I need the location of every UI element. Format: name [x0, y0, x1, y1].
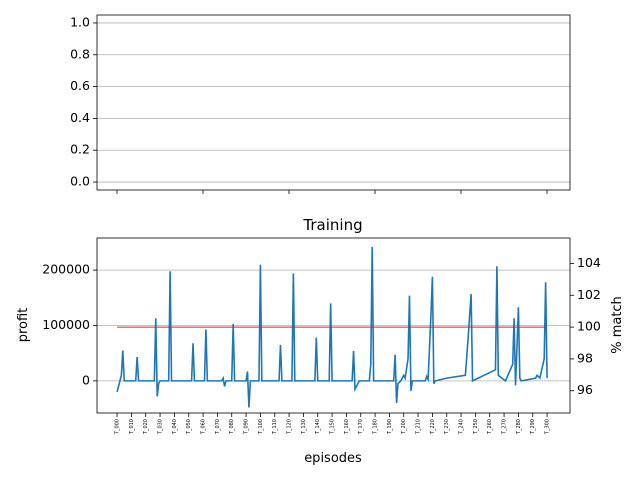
y-tick-label: 0.6 [70, 78, 90, 93]
y-tick-label: 0.2 [70, 142, 90, 157]
x-axis-label: episodes [304, 451, 362, 466]
x-tick-label: T_140 [315, 419, 321, 435]
y-tick-label: 1.0 [70, 14, 90, 29]
axes-frame [96, 14, 571, 191]
x-tick-label: T_070 [215, 419, 221, 435]
y2-tick-label: 98 [577, 350, 593, 365]
x-tick-label: T_120 [287, 419, 293, 435]
x-tick-label: T_260 [487, 419, 493, 435]
x-tick-label: T_280 [516, 419, 522, 435]
x-tick-label: T_080 [229, 419, 235, 435]
x-tick-label: T_270 [502, 419, 508, 435]
x-tick-label: T_090 [244, 419, 250, 435]
x-tick-label: T_240 [459, 419, 465, 435]
y-tick-label: 0.0 [70, 174, 90, 189]
y-axis-label: profit [16, 308, 31, 343]
x-tick-label: T_180 [373, 419, 379, 435]
x-tick-label: T_230 [444, 419, 450, 435]
chart-title: Training [302, 216, 362, 234]
x-tick-label: T_020 [143, 419, 149, 435]
x-tick-label: T_290 [530, 419, 536, 435]
y-tick-label: 200000 [42, 262, 90, 277]
x-tick-label: T_190 [387, 419, 393, 435]
x-tick-label: T_060 [201, 419, 207, 435]
x-tick-label: T_200 [401, 419, 407, 435]
x-tick-label: T_110 [272, 419, 278, 435]
y-tick-label: 0.8 [70, 46, 90, 61]
x-tick-label: T_170 [358, 419, 364, 435]
x-tick-label: T_100 [258, 419, 264, 435]
x-tick-label: T_030 [158, 419, 164, 435]
y2-axis-label: % match [610, 296, 625, 354]
y2-tick-label: 96 [577, 382, 593, 397]
axes-frame [96, 237, 571, 414]
x-tick-label: T_130 [301, 419, 307, 435]
x-tick-label: T_210 [416, 419, 422, 435]
x-tick-label: T_040 [172, 419, 178, 435]
x-tick-label: T_010 [129, 419, 135, 435]
x-tick-label: T_150 [330, 419, 336, 435]
x-tick-label: T_300 [545, 419, 551, 435]
y-tick-label: 100000 [42, 317, 90, 332]
x-tick-label: T_220 [430, 419, 436, 435]
x-tick-label: T_250 [473, 419, 479, 435]
top-x-tick-marks [116, 190, 548, 194]
y2-tick-label: 100 [577, 319, 601, 334]
line-series [116, 246, 548, 408]
y-tick-label: 0 [82, 372, 90, 387]
y2-tick-label: 104 [577, 255, 601, 270]
y2-tick-label: 102 [577, 287, 601, 302]
x-tick-label: T_160 [344, 419, 350, 435]
y-tick-label: 0.4 [70, 110, 90, 125]
x-tick-label: T_050 [186, 419, 192, 435]
x-tick-label: T_000 [115, 419, 121, 435]
